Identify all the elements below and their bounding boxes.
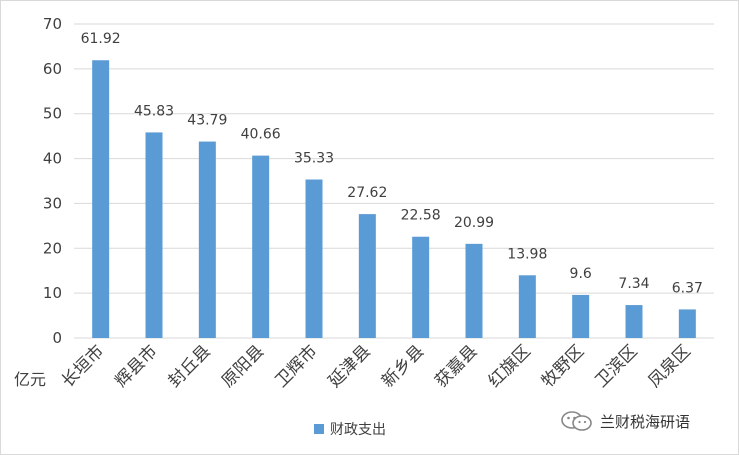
x-tick-label: 卫滨区 (591, 341, 641, 391)
data-label: 22.58 (401, 208, 441, 224)
data-label: 43.79 (187, 113, 227, 129)
y-tick-label: 0 (52, 329, 62, 347)
data-label: 7.34 (618, 276, 649, 292)
x-tick-label: 长垣市 (58, 341, 108, 391)
bars (92, 60, 696, 339)
x-tick-label: 红旗区 (485, 341, 535, 391)
y-tick-label: 40 (43, 150, 62, 168)
data-label: 6.37 (672, 280, 703, 296)
bar (412, 236, 430, 338)
y-axis-unit-label: 亿元 (14, 370, 46, 389)
bar (358, 214, 376, 338)
data-label: 27.62 (347, 185, 387, 201)
y-tick-label: 70 (43, 15, 62, 33)
bar (198, 141, 216, 338)
bar (678, 309, 696, 338)
watermark: 兰财税海研语 (560, 410, 690, 432)
x-tick-label: 新乡县 (378, 341, 428, 391)
y-tick-label: 60 (43, 60, 62, 78)
x-tick-label: 卫辉市 (271, 341, 321, 391)
y-tick-label: 30 (43, 194, 62, 212)
x-tick-label: 获嘉县 (431, 341, 481, 391)
data-label: 45.83 (134, 103, 174, 119)
y-tick-label: 50 (43, 105, 62, 123)
x-axis-ticks: 长垣市 辉县市 封丘县 原阳县 卫辉市 延津县 新乡县 获嘉县 红旗区 牧野区 卫滨区 凤泉区 (58, 341, 695, 391)
gridlines (74, 23, 714, 339)
data-label: 9.6 (570, 266, 592, 282)
legend-swatch (314, 424, 324, 434)
bar (92, 60, 110, 339)
y-tick-label: 20 (43, 239, 62, 257)
bar (465, 243, 483, 338)
x-tick-label: 原阳县 (218, 341, 268, 391)
x-tick-label: 封丘县 (165, 341, 215, 391)
data-label: 20.99 (454, 215, 494, 231)
data-label: 40.66 (241, 127, 281, 143)
y-axis-ticks: 0 10 20 30 40 50 60 70 (43, 15, 62, 347)
bar (145, 132, 163, 338)
data-label: 35.33 (294, 151, 334, 167)
wechat-icon (561, 411, 592, 431)
data-labels: 61.92 45.83 43.79 40.66 35.33 27.62 22.58 20.99… (81, 31, 703, 296)
x-tick-label: 辉县市 (111, 341, 161, 391)
x-tick-label: 牧野区 (538, 341, 588, 391)
x-tick-label: 延津县 (325, 341, 375, 391)
legend: 财政支出 (314, 422, 386, 438)
x-tick-label: 凤泉区 (645, 341, 695, 391)
data-label: 13.98 (507, 246, 547, 262)
data-label: 61.92 (81, 31, 121, 47)
legend-label: 财政支出 (330, 422, 386, 438)
bar (572, 294, 590, 338)
bar (305, 179, 323, 338)
y-tick-label: 10 (43, 284, 62, 302)
bar (252, 155, 270, 338)
watermark-text: 兰财税海研语 (600, 412, 691, 431)
bar (625, 305, 643, 338)
bar (518, 275, 536, 338)
